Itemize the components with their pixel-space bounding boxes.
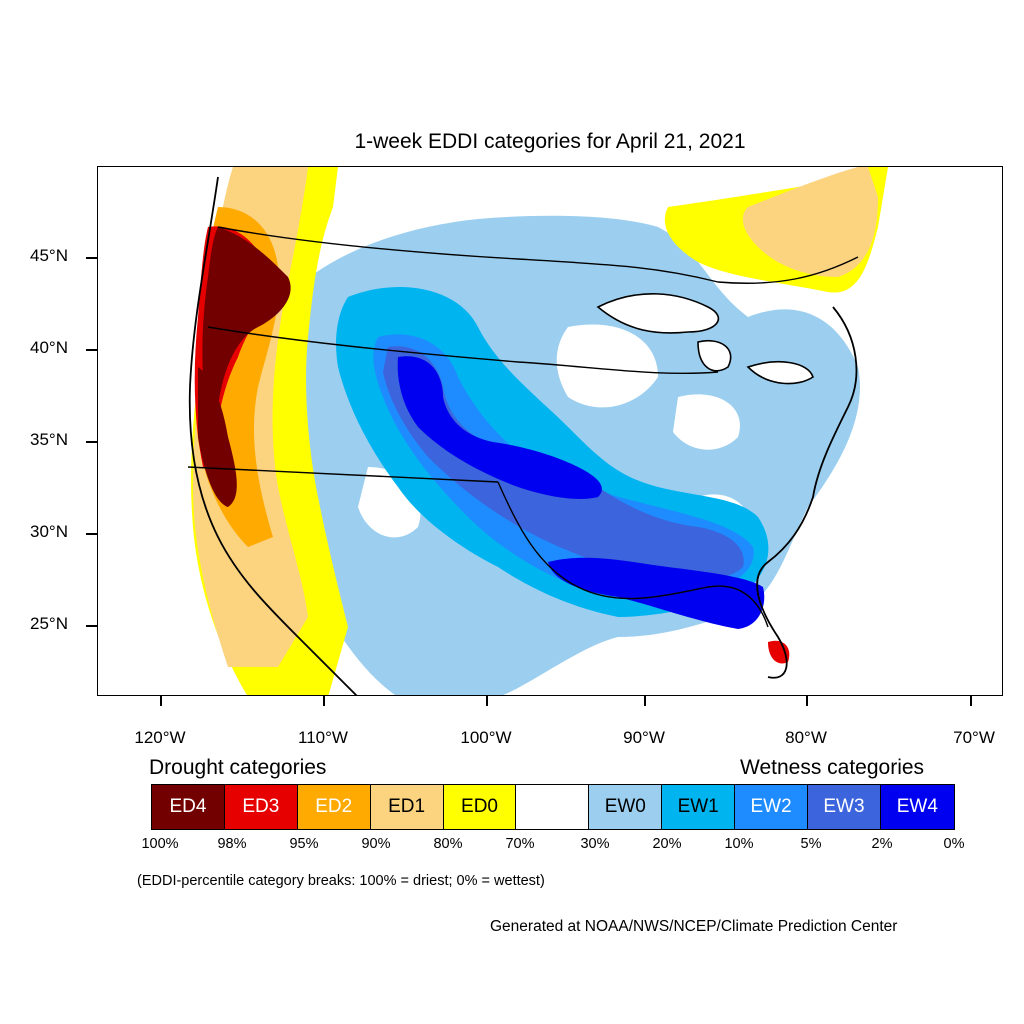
legend-label: ED4 bbox=[169, 796, 207, 817]
lat-label: 25°N bbox=[30, 614, 68, 633]
legend-label: ED3 bbox=[242, 796, 280, 817]
lon-tick bbox=[806, 696, 808, 706]
percentile-label: 2% bbox=[871, 836, 893, 852]
lon-label: 120°W bbox=[134, 728, 186, 747]
map-title: 1-week EDDI categories for April 21, 202… bbox=[354, 130, 746, 153]
legend-label: ED0 bbox=[461, 796, 498, 817]
national-borders bbox=[187, 226, 859, 628]
coastline bbox=[188, 176, 858, 695]
wet-region-ew3 bbox=[383, 346, 744, 582]
lon-label: 100°W bbox=[460, 728, 512, 747]
wet-region-ew4 bbox=[548, 557, 765, 629]
legend-label: EW0 bbox=[604, 796, 646, 817]
percentile-label: 90% bbox=[361, 836, 391, 852]
category-note: (EDDI-percentile category breaks: 100% =… bbox=[137, 873, 545, 889]
neutral-region bbox=[673, 394, 740, 450]
lat-tick bbox=[86, 441, 97, 443]
legend-box: EW3 bbox=[808, 785, 881, 829]
wet-region-ew4 bbox=[397, 356, 602, 499]
lat-tick bbox=[86, 625, 97, 627]
lat-label: 35°N bbox=[30, 430, 68, 449]
percentile-label: 80% bbox=[433, 836, 463, 852]
percentile-label: 0% bbox=[943, 836, 965, 852]
drought-region-ed1 bbox=[742, 167, 878, 277]
percentile-label: 70% bbox=[505, 836, 535, 852]
legend-label: ED1 bbox=[388, 796, 426, 817]
lon-tick bbox=[970, 696, 972, 706]
legend-label: EW3 bbox=[823, 796, 865, 817]
legend-box: EW1 bbox=[662, 785, 736, 829]
legend-box: EW0 bbox=[589, 785, 663, 829]
lat-tick bbox=[86, 533, 97, 535]
legend-box: EW2 bbox=[735, 785, 809, 829]
drought-region-ed4 bbox=[202, 227, 291, 407]
lat-tick bbox=[86, 349, 97, 351]
neutral-region bbox=[556, 324, 658, 408]
legend-box: ED0 bbox=[443, 785, 517, 829]
lon-label: 90°W bbox=[623, 728, 665, 747]
credit-line: Generated at NOAA/NWS/NCEP/Climate Predi… bbox=[490, 918, 898, 935]
legend-box: ED1 bbox=[370, 785, 444, 829]
lat-label: 40°N bbox=[30, 338, 68, 357]
percentile-label: 30% bbox=[580, 836, 610, 852]
lon-tick bbox=[486, 696, 488, 706]
legend-label: EW4 bbox=[896, 796, 938, 817]
lon-tick bbox=[644, 696, 646, 706]
lon-label: 80°W bbox=[785, 728, 827, 747]
percentile-label: 20% bbox=[652, 836, 682, 852]
legend-label: ED2 bbox=[315, 796, 353, 817]
wetness-heading: Wetness categories bbox=[740, 756, 925, 779]
lon-tick bbox=[160, 696, 162, 706]
lat-label: 30°N bbox=[30, 522, 68, 541]
category-legend: ED4 ED3 ED2 ED1 ED0 EW0 EW1 EW2 EW3 EW4 bbox=[151, 784, 955, 830]
lat-tick bbox=[86, 257, 97, 259]
legend-box bbox=[516, 785, 590, 829]
drought-region-ed3 bbox=[768, 640, 790, 664]
percentile-label: 100% bbox=[141, 836, 179, 852]
percentile-label: 10% bbox=[724, 836, 754, 852]
lat-label: 45°N bbox=[30, 246, 68, 265]
lon-label: 110°W bbox=[298, 728, 348, 747]
legend-box: ED2 bbox=[297, 785, 371, 829]
legend-box: ED4 bbox=[152, 785, 225, 829]
legend-label: EW2 bbox=[750, 796, 792, 817]
legend-label: EW1 bbox=[677, 796, 719, 817]
conus-map-graphic bbox=[187, 167, 888, 695]
great-lakes bbox=[596, 293, 814, 385]
percentile-label: 5% bbox=[800, 836, 822, 852]
legend-box: ED3 bbox=[224, 785, 298, 829]
lon-label: 70°W bbox=[953, 728, 995, 747]
lon-tick bbox=[323, 696, 325, 706]
percentile-label: 95% bbox=[289, 836, 319, 852]
percentile-label: 98% bbox=[217, 836, 247, 852]
drought-heading: Drought categories bbox=[149, 756, 327, 779]
legend-box: EW4 bbox=[880, 785, 954, 829]
drought-region-ed4 bbox=[198, 367, 237, 507]
eddi-map bbox=[97, 166, 1003, 696]
